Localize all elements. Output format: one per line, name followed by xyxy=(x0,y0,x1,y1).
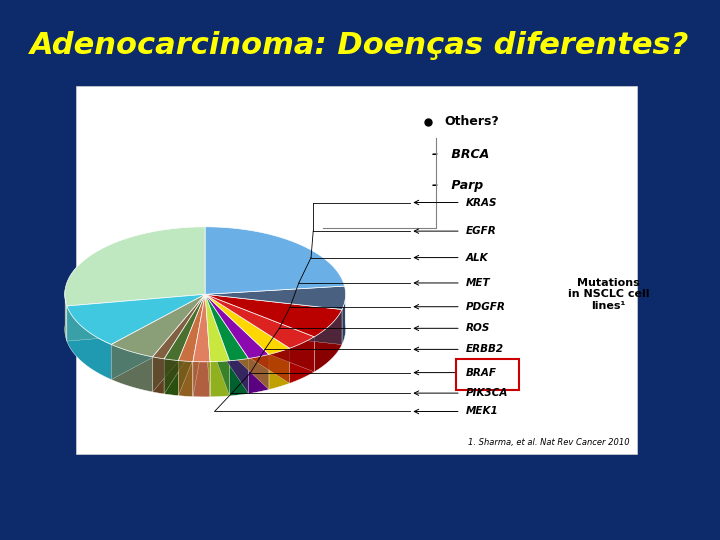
PathPatch shape xyxy=(205,294,269,389)
PathPatch shape xyxy=(230,359,248,396)
PathPatch shape xyxy=(210,361,230,397)
Text: KRAS: KRAS xyxy=(466,198,498,207)
PathPatch shape xyxy=(112,294,205,380)
PathPatch shape xyxy=(179,294,205,396)
PathPatch shape xyxy=(153,357,164,394)
PathPatch shape xyxy=(205,227,345,294)
PathPatch shape xyxy=(205,294,210,397)
FancyBboxPatch shape xyxy=(76,86,637,454)
PathPatch shape xyxy=(179,294,205,362)
Text: MET: MET xyxy=(466,278,490,288)
PathPatch shape xyxy=(153,294,205,392)
PathPatch shape xyxy=(289,337,315,383)
PathPatch shape xyxy=(205,294,230,396)
PathPatch shape xyxy=(193,294,210,362)
Text: MEK1: MEK1 xyxy=(466,407,498,416)
Text: Mutations
in NSCLC cell
lines¹: Mutations in NSCLC cell lines¹ xyxy=(567,278,649,311)
Text: PIK3CA: PIK3CA xyxy=(466,388,508,398)
PathPatch shape xyxy=(205,294,315,348)
PathPatch shape xyxy=(205,294,248,394)
Text: ALK: ALK xyxy=(466,253,488,262)
PathPatch shape xyxy=(112,345,153,392)
PathPatch shape xyxy=(193,294,205,397)
PathPatch shape xyxy=(315,309,342,372)
PathPatch shape xyxy=(164,294,205,361)
PathPatch shape xyxy=(67,294,205,345)
PathPatch shape xyxy=(248,354,269,394)
Text: PDGFR: PDGFR xyxy=(466,302,505,312)
PathPatch shape xyxy=(65,227,205,306)
PathPatch shape xyxy=(164,294,205,394)
PathPatch shape xyxy=(205,294,342,345)
PathPatch shape xyxy=(342,289,346,345)
PathPatch shape xyxy=(205,294,269,359)
PathPatch shape xyxy=(205,294,315,372)
Text: ROS: ROS xyxy=(466,323,490,333)
PathPatch shape xyxy=(153,294,205,359)
PathPatch shape xyxy=(205,294,248,361)
Text: Adenocarcinoma: Doenças diferentes?: Adenocarcinoma: Doenças diferentes? xyxy=(30,31,690,60)
PathPatch shape xyxy=(164,359,179,396)
PathPatch shape xyxy=(205,294,315,372)
FancyBboxPatch shape xyxy=(456,359,519,390)
Text: 1. Sharma, et al. Nat Rev Cancer 2010: 1. Sharma, et al. Nat Rev Cancer 2010 xyxy=(469,438,630,447)
PathPatch shape xyxy=(193,294,205,397)
Text: ERBB2: ERBB2 xyxy=(466,345,504,354)
PathPatch shape xyxy=(65,289,67,341)
PathPatch shape xyxy=(205,286,346,309)
PathPatch shape xyxy=(205,294,342,337)
Text: –   BRCA: – BRCA xyxy=(432,148,490,161)
PathPatch shape xyxy=(67,294,205,341)
PathPatch shape xyxy=(269,348,289,389)
PathPatch shape xyxy=(164,294,205,394)
PathPatch shape xyxy=(67,306,112,380)
PathPatch shape xyxy=(205,294,289,383)
PathPatch shape xyxy=(112,294,205,380)
PathPatch shape xyxy=(205,294,210,397)
PathPatch shape xyxy=(205,294,230,362)
Text: Others?: Others? xyxy=(444,115,499,128)
PathPatch shape xyxy=(193,362,210,397)
PathPatch shape xyxy=(205,294,289,354)
PathPatch shape xyxy=(205,294,248,394)
PathPatch shape xyxy=(205,294,230,396)
PathPatch shape xyxy=(205,294,289,383)
Text: –   Parp: – Parp xyxy=(432,179,483,192)
PathPatch shape xyxy=(205,294,342,345)
PathPatch shape xyxy=(179,361,193,397)
PathPatch shape xyxy=(67,294,205,341)
PathPatch shape xyxy=(179,294,205,396)
PathPatch shape xyxy=(205,294,269,389)
PathPatch shape xyxy=(112,294,205,357)
PathPatch shape xyxy=(153,294,205,392)
Text: EGFR: EGFR xyxy=(466,226,497,236)
Text: BRAF: BRAF xyxy=(466,368,497,377)
